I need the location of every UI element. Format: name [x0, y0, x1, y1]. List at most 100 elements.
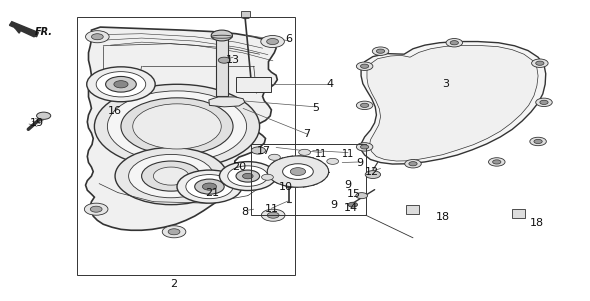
Text: 11: 11	[316, 148, 327, 159]
Circle shape	[106, 76, 136, 92]
Circle shape	[356, 62, 373, 70]
Circle shape	[228, 166, 268, 186]
Circle shape	[530, 137, 546, 146]
Circle shape	[195, 179, 224, 194]
Circle shape	[251, 147, 266, 154]
Text: 16: 16	[108, 106, 122, 116]
Ellipse shape	[222, 99, 238, 103]
Circle shape	[86, 31, 109, 43]
Circle shape	[356, 101, 373, 110]
Text: 18: 18	[530, 218, 544, 228]
Circle shape	[96, 72, 146, 97]
Bar	[241, 11, 250, 17]
Circle shape	[129, 154, 214, 198]
Circle shape	[202, 183, 217, 190]
Circle shape	[365, 171, 381, 178]
Bar	[406, 205, 419, 214]
Circle shape	[360, 145, 369, 149]
Circle shape	[261, 174, 273, 180]
Text: 14: 14	[344, 203, 358, 213]
Circle shape	[327, 158, 339, 164]
Circle shape	[267, 212, 279, 218]
Bar	[236, 77, 271, 92]
Circle shape	[536, 98, 552, 107]
Circle shape	[268, 154, 280, 160]
Text: FR.: FR.	[35, 26, 53, 37]
Circle shape	[283, 164, 313, 179]
Circle shape	[107, 91, 247, 162]
Circle shape	[360, 64, 369, 68]
Polygon shape	[209, 97, 245, 107]
Text: 20: 20	[232, 162, 246, 172]
Text: 10: 10	[279, 182, 293, 192]
Text: 2: 2	[171, 279, 178, 290]
Polygon shape	[367, 45, 538, 161]
Ellipse shape	[211, 35, 232, 38]
Text: 9: 9	[330, 200, 337, 210]
Circle shape	[360, 103, 369, 107]
Text: 13: 13	[226, 55, 240, 65]
Circle shape	[261, 209, 285, 221]
Circle shape	[356, 143, 373, 151]
Circle shape	[90, 206, 102, 212]
Circle shape	[115, 147, 227, 205]
Text: 21: 21	[205, 188, 219, 198]
Circle shape	[84, 203, 108, 215]
Circle shape	[236, 170, 260, 182]
Polygon shape	[86, 27, 277, 230]
Circle shape	[242, 173, 253, 179]
Circle shape	[532, 59, 548, 67]
Bar	[77, 17, 295, 275]
Circle shape	[493, 160, 501, 164]
Circle shape	[536, 61, 544, 65]
Circle shape	[87, 67, 155, 102]
Circle shape	[376, 49, 385, 53]
Circle shape	[37, 112, 51, 119]
Text: 15: 15	[347, 189, 361, 199]
Text: 12: 12	[365, 166, 379, 177]
Circle shape	[489, 158, 505, 166]
Circle shape	[261, 36, 284, 48]
Circle shape	[409, 162, 417, 166]
Text: 18: 18	[435, 212, 450, 222]
Circle shape	[299, 149, 310, 155]
Circle shape	[94, 84, 260, 169]
Circle shape	[186, 175, 233, 199]
Text: 19: 19	[30, 118, 44, 129]
Polygon shape	[361, 42, 546, 164]
Circle shape	[133, 104, 221, 149]
Polygon shape	[9, 22, 38, 37]
Circle shape	[348, 202, 358, 207]
Circle shape	[372, 47, 389, 55]
Circle shape	[290, 168, 306, 175]
Text: 5: 5	[312, 103, 319, 113]
Circle shape	[356, 193, 368, 199]
Text: 11: 11	[264, 204, 278, 214]
Circle shape	[211, 30, 232, 41]
Text: 8: 8	[241, 207, 248, 217]
Text: 4: 4	[327, 79, 334, 89]
Text: 9: 9	[356, 157, 363, 168]
Text: 6: 6	[286, 34, 293, 44]
Bar	[216, 36, 228, 96]
Circle shape	[540, 100, 548, 104]
Circle shape	[114, 81, 128, 88]
Circle shape	[267, 39, 278, 45]
Circle shape	[450, 41, 458, 45]
Text: 7: 7	[303, 129, 310, 139]
Text: 9: 9	[345, 180, 352, 190]
Circle shape	[162, 226, 186, 238]
Text: 3: 3	[442, 79, 449, 89]
Circle shape	[177, 170, 242, 203]
Circle shape	[267, 156, 329, 187]
Circle shape	[405, 160, 421, 168]
Circle shape	[218, 57, 230, 63]
Bar	[512, 209, 525, 218]
Circle shape	[91, 34, 103, 40]
Circle shape	[168, 229, 180, 235]
Text: 17: 17	[257, 145, 271, 156]
Circle shape	[534, 139, 542, 144]
Circle shape	[153, 167, 189, 185]
Text: 11: 11	[342, 148, 354, 159]
Circle shape	[121, 98, 233, 155]
